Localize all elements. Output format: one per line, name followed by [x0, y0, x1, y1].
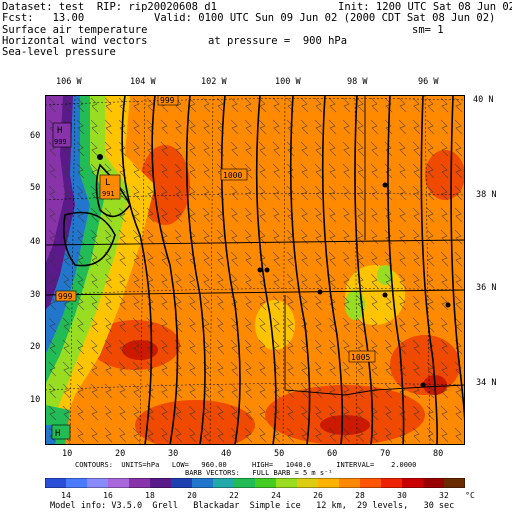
colorbar-cell	[360, 478, 382, 488]
low-value: 991	[102, 190, 115, 198]
high-marker-south: H	[55, 429, 60, 439]
field-title-wind: Horizontal wind vectors	[2, 35, 148, 47]
colorbar-cell	[192, 478, 214, 488]
isobar-label: 999	[58, 292, 73, 301]
isobar-label: 999	[160, 96, 175, 105]
init-label: Init: 1200 UTC Sat 08 Jun 02	[338, 1, 512, 13]
colorbar-cell	[381, 478, 403, 488]
colorbar-cell	[444, 478, 465, 488]
colorbar-cell	[129, 478, 151, 488]
colorbar-cell	[213, 478, 235, 488]
x-tick: 60	[327, 449, 338, 459]
x-tick: 20	[115, 449, 126, 459]
lat-label: 40 N	[473, 95, 494, 105]
colorbar-cell	[276, 478, 298, 488]
barb-info: BARB VECTORS: FULL BARB = 5 m s⁻¹	[185, 469, 333, 477]
colorbar-label: 32	[439, 491, 449, 500]
colorbar-label: 26	[313, 491, 323, 500]
lon-label: 96 W	[418, 77, 439, 87]
smoothing-label: sm= 1	[412, 24, 444, 36]
isobar-label: 1005	[351, 353, 370, 362]
colorbar-label: 20	[187, 491, 197, 500]
temperature-colorbar	[45, 478, 465, 488]
field-title-slp: Sea-level pressure	[2, 46, 116, 58]
colorbar-label: 22	[229, 491, 239, 500]
colorbar-cell	[339, 478, 361, 488]
x-tick: 80	[433, 449, 444, 459]
lat-label: 36 N	[476, 283, 497, 293]
colorbar-cell	[108, 478, 130, 488]
colorbar-cell	[234, 478, 256, 488]
colorbar-cell	[255, 478, 277, 488]
colorbar-cell	[423, 478, 445, 488]
forecast-hour: Fcst: 13.00	[2, 12, 85, 24]
contours-info: CONTOURS: UNITS=hPa LOW= 960.00 HIGH= 10…	[75, 461, 417, 469]
y-tick: 40	[30, 237, 41, 247]
x-tick: 30	[168, 449, 179, 459]
lat-label: 38 N	[476, 190, 497, 200]
y-tick: 30	[30, 290, 41, 300]
isobar-label: 1000	[223, 171, 242, 180]
high-value: 999	[54, 138, 67, 146]
field-title-temperature: Surface air temperature	[2, 24, 148, 36]
colorbar-cell	[66, 478, 88, 488]
colorbar-cell	[171, 478, 193, 488]
state-borders	[45, 95, 465, 396]
y-tick: 20	[30, 342, 41, 352]
lon-label: 106 W	[56, 77, 82, 87]
wind-barbs	[45, 95, 465, 445]
high-marker: H	[57, 126, 62, 136]
isobars	[62, 95, 465, 445]
x-tick: 10	[62, 449, 73, 459]
valid-time: Valid: 0100 UTC Sun 09 Jun 02 (2000 CDT …	[154, 12, 496, 24]
colorbar-label: 16	[103, 491, 113, 500]
colorbar-cell	[297, 478, 319, 488]
lat-label: 34 N	[476, 378, 497, 388]
lon-label: 102 W	[201, 77, 227, 87]
colorbar-label: 14	[61, 491, 71, 500]
model-info: Model info: V3.5.0 Grell Blackadar Simpl…	[50, 501, 455, 511]
colorbar-label: 24	[271, 491, 281, 500]
colorbar-cell	[150, 478, 172, 488]
x-tick: 40	[221, 449, 232, 459]
lon-label: 100 W	[275, 77, 301, 87]
station-dots	[97, 154, 451, 388]
colorbar-cell	[318, 478, 340, 488]
colorbar-label: 28	[355, 491, 365, 500]
x-tick: 50	[274, 449, 285, 459]
low-marker: L	[105, 178, 110, 188]
lon-label: 98 W	[347, 77, 368, 87]
y-tick: 60	[30, 131, 41, 141]
pressure-level: at pressure = 900 hPa	[208, 35, 348, 47]
pressure-centers: H 999 L 991 H	[51, 122, 121, 440]
y-tick: 10	[30, 395, 41, 405]
colorbar-label: 30	[397, 491, 407, 500]
colorbar-cell	[87, 478, 109, 488]
map-frame	[45, 95, 465, 445]
colorbar-unit: °C	[465, 491, 475, 500]
isobar-labels: 999 1000 999 1005	[55, 95, 376, 363]
colorbar-cell	[45, 478, 67, 488]
temperature-map: 999 1000 999 1005 H 999 L 991 H	[45, 95, 465, 445]
colorbar-label: 18	[145, 491, 155, 500]
y-tick: 50	[30, 183, 41, 193]
colorbar-cell	[402, 478, 424, 488]
x-tick: 70	[380, 449, 391, 459]
lon-label: 104 W	[130, 77, 156, 87]
dataset-label: Dataset: test RIP: rip20020608 d1	[2, 1, 217, 13]
